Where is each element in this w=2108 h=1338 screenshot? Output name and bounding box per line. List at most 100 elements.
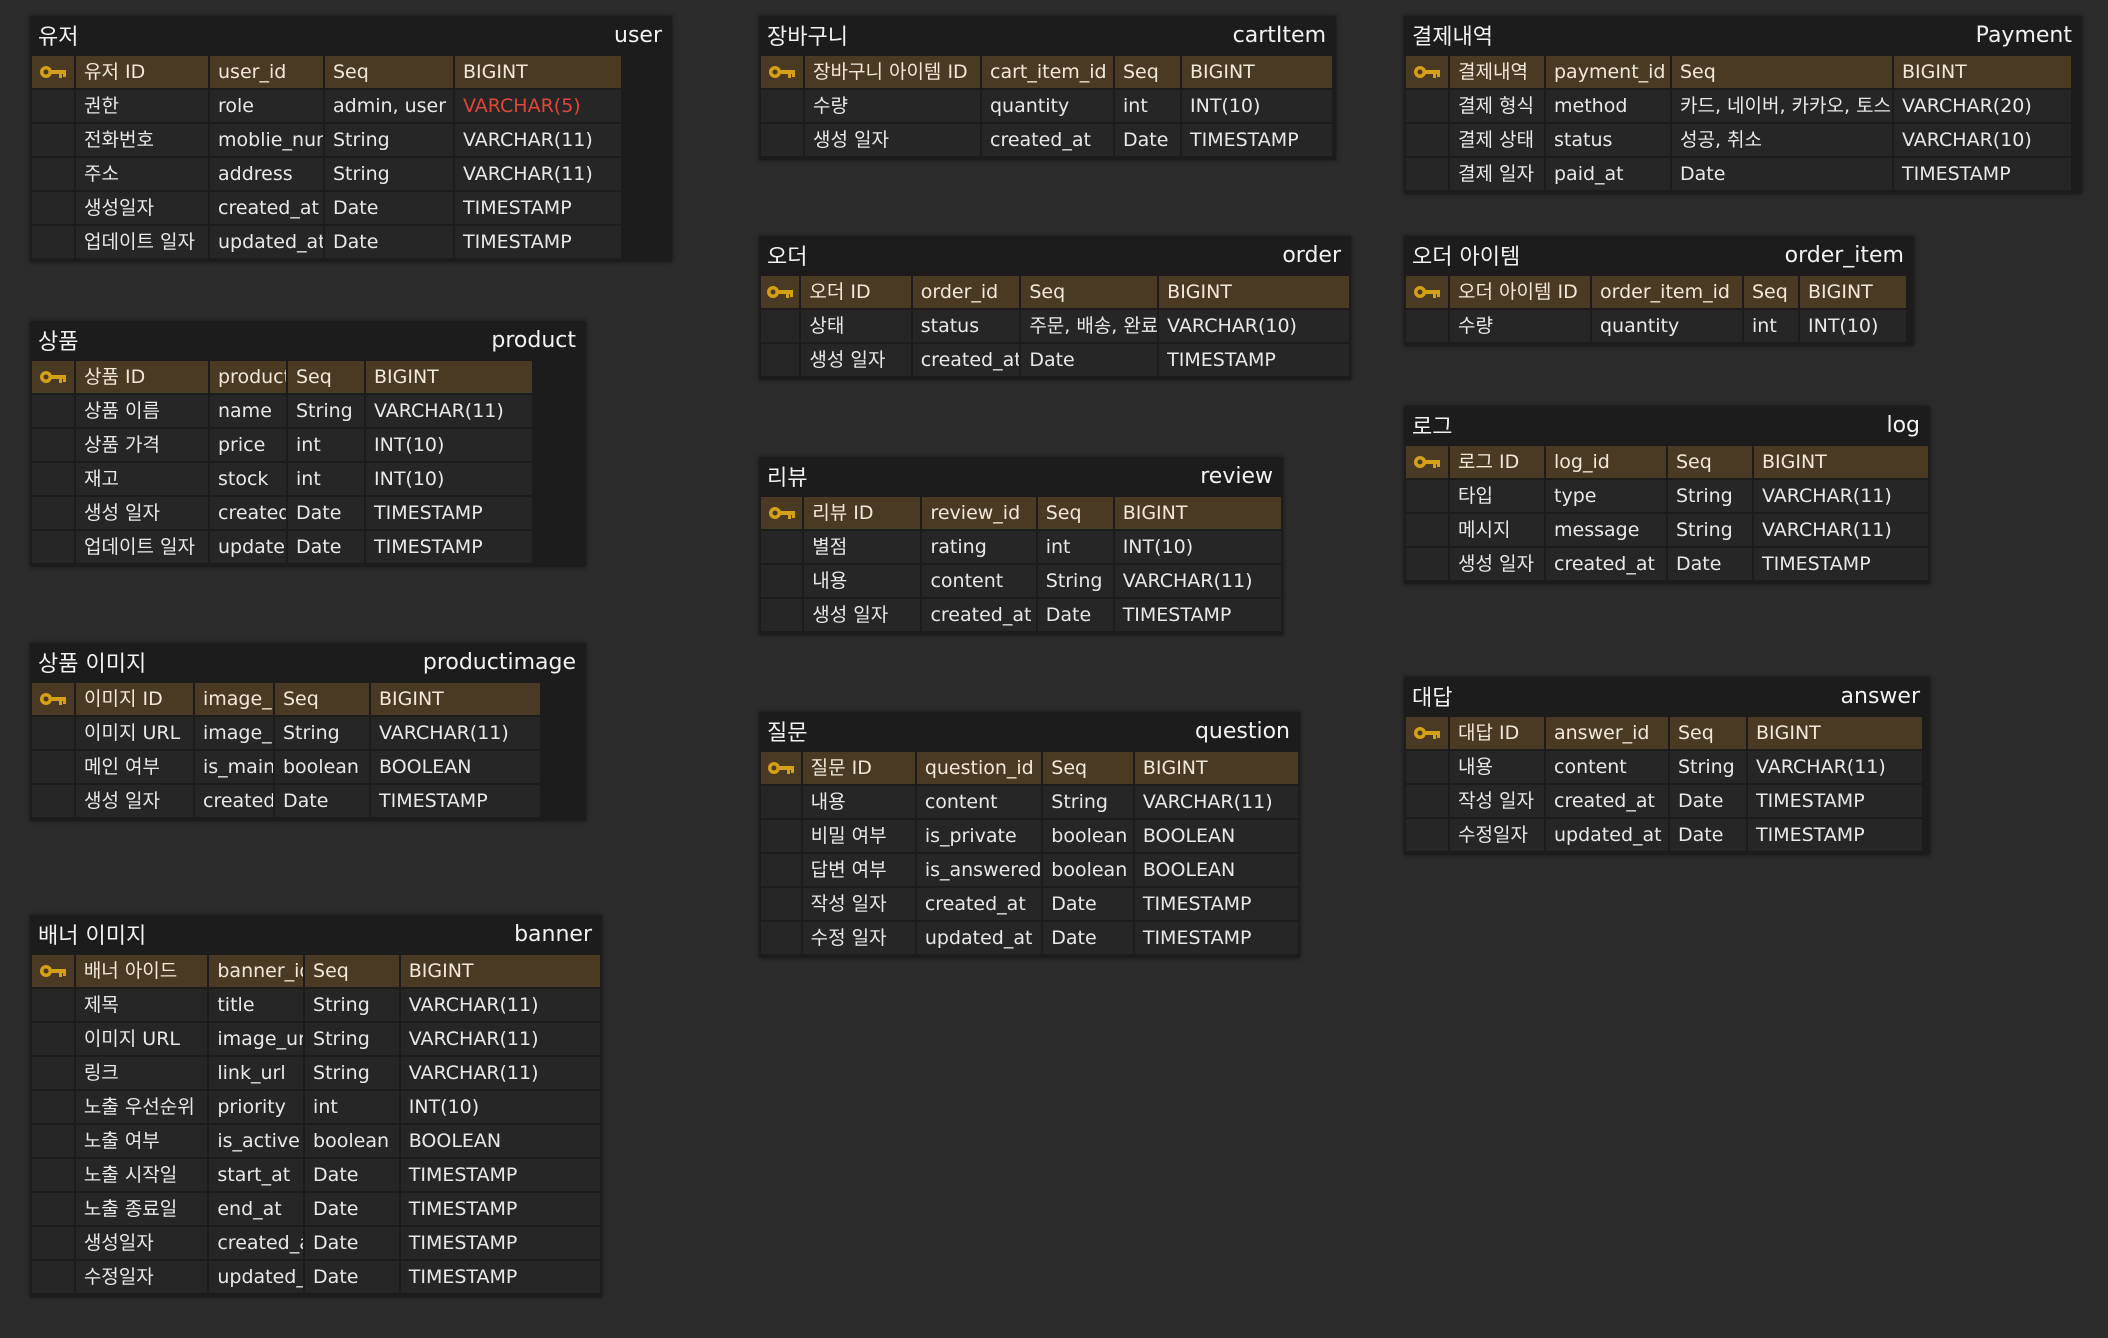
field-label: 업데이트 일자 [76, 226, 210, 260]
field-column: order_id [912, 276, 1022, 310]
key-cell [1406, 514, 1450, 548]
entity-order: 오더 order 오더 ID order_id Seq BIGINT 상태 status 주문,… [759, 236, 1351, 380]
field-row: 결제 일자 paid_at Date TIMESTAMP [1406, 158, 2080, 192]
primary-key-row: 배너 아이드 banner_id Seq BIGINT [32, 955, 600, 989]
field-db-type: VARCHAR(11) [455, 158, 621, 192]
field-row: 내용 content String VARCHAR(11) [761, 786, 1298, 820]
key-cell [32, 463, 76, 497]
field-db-type: TIMESTAMP [455, 226, 621, 260]
entity-orderitem: 오더 아이템 order_item 오더 아이템 ID order_item_id Se… [1404, 236, 1914, 346]
field-type: int [1744, 310, 1800, 344]
field-row: 링크 link_url String VARCHAR(11) [32, 1057, 600, 1091]
field-type: Date [325, 192, 455, 226]
key-cell [1406, 751, 1450, 785]
field-label: 비밀 여부 [802, 820, 917, 854]
field-type: String [305, 989, 401, 1023]
field-db-type: BIGINT [1748, 717, 1922, 751]
entity-review: 리뷰 review 리뷰 ID review_id Seq BIGINT 별점 rating i… [759, 457, 1283, 635]
field-row: 메시지 message String VARCHAR(11) [1406, 514, 1928, 548]
field-label: 생성 일자 [805, 124, 982, 158]
key-cell [32, 1227, 76, 1261]
entity-name-en: cartItem [1232, 22, 1326, 48]
field-label: 결제내역 [1450, 56, 1546, 90]
field-column: type [1546, 480, 1668, 514]
entity-name-en: question [1194, 718, 1290, 744]
entity-header: 결제내역 Payment [1406, 18, 2080, 52]
field-type: Seq [1021, 276, 1160, 310]
field-label: 결제 형식 [1450, 90, 1546, 124]
field-type: Seq [1668, 446, 1754, 480]
field-column: role [210, 90, 325, 124]
field-column: created_at [982, 124, 1115, 158]
field-column: user_id [210, 56, 325, 90]
field-column: created_at [922, 599, 1038, 633]
field-column: cart_item_id [982, 56, 1115, 90]
field-type: Seq [305, 955, 401, 989]
field-label: 전화번호 [76, 124, 210, 158]
field-db-type: TIMESTAMP [366, 531, 532, 565]
field-label: 수량 [805, 90, 982, 124]
field-db-type: VARCHAR(11) [400, 1057, 600, 1091]
field-label: 이미지 ID [76, 683, 195, 717]
field-type: Date [305, 1159, 401, 1193]
entity-user: 유저 user 유저 ID user_id Seq BIGINT 권한 role admin, … [30, 16, 672, 262]
key-cell [761, 599, 805, 633]
entity-name-en: order [1282, 242, 1341, 268]
field-type: String [1670, 751, 1748, 785]
field-label: 수정 일자 [802, 922, 917, 956]
field-label: 결제 일자 [1450, 158, 1546, 192]
key-cell [1406, 276, 1450, 310]
field-label: 이미지 URL [76, 717, 195, 751]
key-cell [1406, 124, 1450, 158]
field-row: 노출 여부 is_active boolean BOOLEAN [32, 1125, 600, 1159]
field-label: 로그 ID [1450, 446, 1546, 480]
primary-key-row: 결제내역 payment_id Seq BIGINT [1406, 56, 2080, 90]
field-type: String [1668, 480, 1754, 514]
field-db-type: VARCHAR(11) [1748, 751, 1922, 785]
field-row: 작성 일자 created_at Date TIMESTAMP [1406, 785, 1928, 819]
entity-header: 상품 product [32, 323, 584, 357]
field-type: boolean [1043, 820, 1135, 854]
field-row: 노출 종료일 end_at Date TIMESTAMP [32, 1193, 600, 1227]
key-cell [761, 310, 802, 344]
key-cell [1406, 819, 1450, 853]
field-type: Seq [1670, 717, 1748, 751]
field-column: status [912, 310, 1022, 344]
field-column: paid_at [1546, 158, 1672, 192]
field-type: Date [1670, 819, 1748, 853]
field-label: 유저 ID [76, 56, 210, 90]
field-column: created_at [210, 192, 325, 226]
key-cell [761, 786, 803, 820]
field-label: 내용 [1450, 751, 1546, 785]
field-db-type: BIGINT [1754, 446, 1928, 480]
field-column: stock [210, 463, 288, 497]
field-db-type: BIGINT [1134, 752, 1298, 786]
key-icon [1414, 66, 1440, 78]
field-type: Seq [1043, 752, 1135, 786]
field-label: 질문 ID [802, 752, 917, 786]
entity-name-en: Payment [1975, 22, 2072, 48]
field-type: String [1037, 565, 1115, 599]
field-column: created_at [916, 888, 1044, 922]
entity-fields: 오더 ID order_id Seq BIGINT 상태 status 주문, 배송, 완료… [761, 272, 1349, 378]
field-row: 재고 stock int INT(10) [32, 463, 584, 497]
field-type: Date [1670, 785, 1748, 819]
field-db-type: TIMESTAMP [1159, 344, 1349, 378]
field-type: String [1668, 514, 1754, 548]
field-row: 작성 일자 created_at Date TIMESTAMP [761, 888, 1298, 922]
field-label: 생성 일자 [76, 497, 210, 531]
field-db-type: TIMESTAMP [1114, 599, 1281, 633]
entity-header: 오더 order [761, 238, 1349, 272]
entity-name-ko: 로그 [1412, 415, 1453, 440]
primary-key-row: 질문 ID question_id Seq BIGINT [761, 752, 1298, 786]
entity-header: 질문 question [761, 714, 1298, 748]
field-row: 별점 rating int INT(10) [761, 531, 1281, 565]
field-type: Date [288, 497, 366, 531]
field-type: String [275, 717, 371, 751]
entity-log: 로그 log 로그 ID log_id Seq BIGINT 타입 type String VAR… [1404, 406, 1930, 584]
